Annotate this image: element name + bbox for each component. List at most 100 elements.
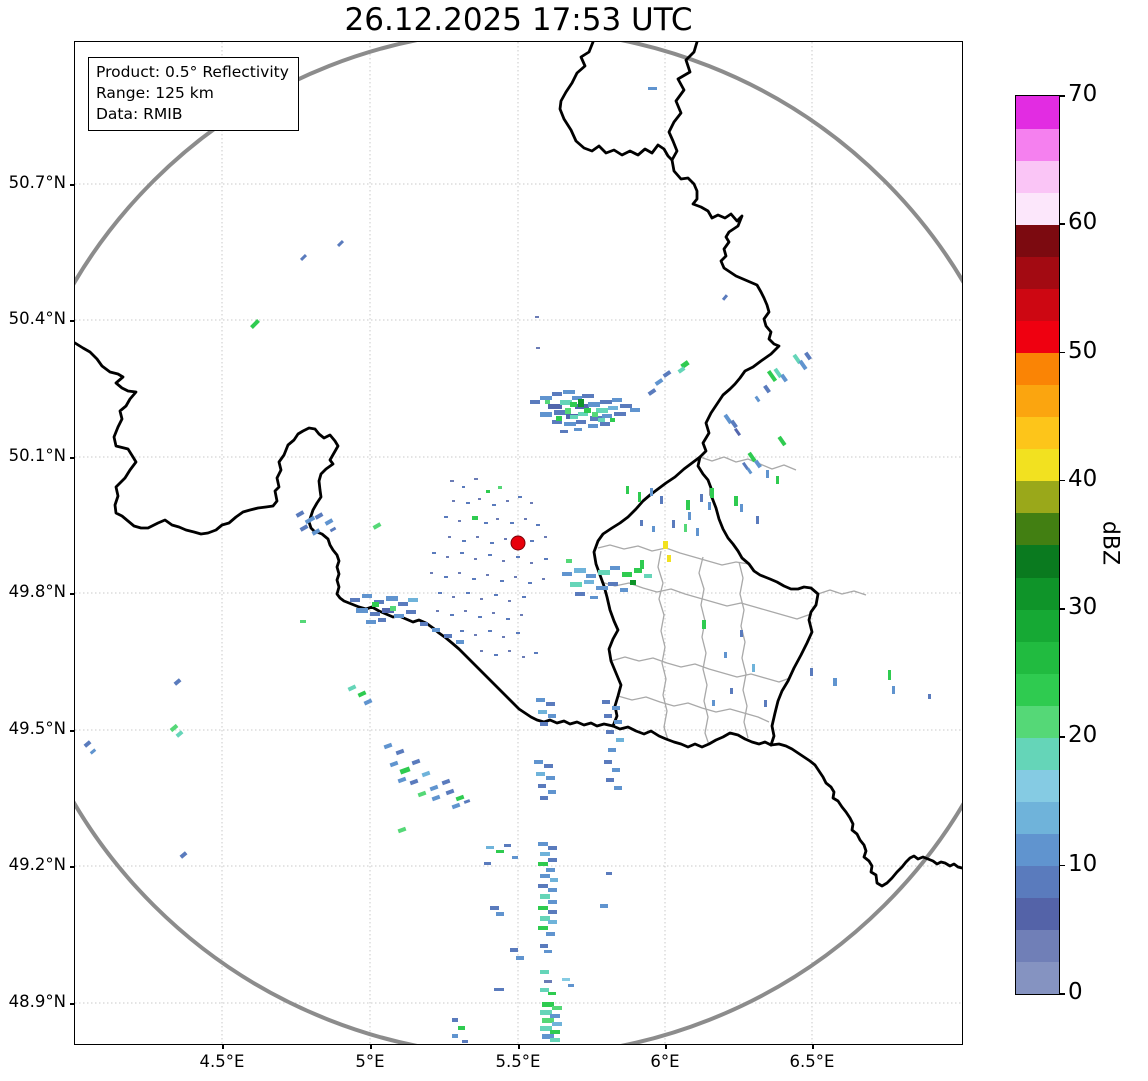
colorbar-segment bbox=[1016, 224, 1059, 257]
radar-echo bbox=[608, 406, 618, 410]
radar-echo bbox=[500, 580, 504, 582]
radar-echo bbox=[534, 652, 538, 654]
radar-echo bbox=[512, 856, 518, 859]
lon-tick-mark bbox=[812, 1044, 814, 1049]
radar-echo bbox=[833, 678, 837, 686]
colorbar bbox=[1015, 95, 1060, 995]
radar-echo bbox=[463, 799, 471, 804]
radar-echo bbox=[516, 632, 520, 634]
radar-echo bbox=[508, 600, 511, 602]
radar-echo bbox=[445, 788, 455, 796]
radar-echo bbox=[370, 612, 380, 616]
country-border bbox=[558, 42, 699, 162]
radar-echo bbox=[366, 620, 376, 624]
radar-echo bbox=[514, 576, 517, 578]
product-info-box: Product: 0.5° Reflectivity Range: 125 km… bbox=[88, 57, 299, 131]
radar-echo bbox=[524, 518, 527, 520]
radar-echo bbox=[540, 988, 549, 992]
radar-echo bbox=[546, 776, 555, 780]
radar-echo bbox=[494, 594, 498, 596]
colorbar-segment bbox=[1016, 512, 1059, 546]
radar-echo bbox=[542, 578, 545, 580]
radar-echo bbox=[347, 684, 357, 692]
radar-echo bbox=[336, 239, 345, 248]
radar-echo bbox=[730, 419, 738, 429]
radar-echo bbox=[452, 1034, 458, 1038]
radar-echo bbox=[472, 516, 478, 520]
radar-echo bbox=[299, 253, 308, 262]
radar-echo bbox=[356, 608, 368, 613]
radar-echo bbox=[544, 764, 553, 768]
radar-echo bbox=[372, 522, 382, 530]
lon-tick-label: 6.5°E bbox=[789, 1052, 835, 1071]
radar-echo bbox=[612, 768, 620, 772]
radar-echo bbox=[616, 738, 624, 742]
radar-echo bbox=[610, 418, 615, 422]
radar-echo bbox=[510, 522, 514, 524]
radar-echo bbox=[747, 451, 757, 463]
radar-echo bbox=[460, 552, 464, 554]
colorbar-tick-label: 20 bbox=[1068, 722, 1098, 749]
radar-echo bbox=[588, 402, 600, 407]
colorbar-tick-label: 30 bbox=[1068, 594, 1098, 621]
colorbar-segment bbox=[1016, 801, 1059, 835]
radar-echo bbox=[460, 630, 464, 632]
colorbar-segment bbox=[1016, 480, 1059, 514]
radar-echo bbox=[492, 504, 496, 506]
radar-echo bbox=[540, 944, 548, 948]
radar-echo bbox=[568, 984, 574, 987]
lat-tick-label: 49.8°N bbox=[8, 582, 66, 601]
radar-echo bbox=[420, 622, 428, 626]
radar-echo bbox=[614, 720, 622, 724]
colorbar-segment bbox=[1016, 673, 1059, 706]
country-border bbox=[670, 158, 781, 459]
country-border bbox=[696, 455, 820, 747]
radar-echo bbox=[724, 652, 727, 658]
radar-echo bbox=[562, 572, 572, 576]
colorbar-tick-label: 0 bbox=[1068, 979, 1083, 1005]
radar-echo bbox=[458, 572, 461, 574]
radar-echo bbox=[928, 694, 931, 699]
radar-echo bbox=[389, 760, 399, 768]
lon-tick-label: 4.5°E bbox=[199, 1052, 245, 1071]
radar-echo bbox=[538, 710, 547, 714]
lon-tick-mark bbox=[518, 1044, 520, 1049]
radar-echo bbox=[542, 1002, 554, 1007]
radar-echo bbox=[740, 630, 743, 637]
radar-echo bbox=[538, 906, 548, 910]
region-border bbox=[738, 561, 749, 739]
radar-echo bbox=[452, 596, 455, 598]
radar-echo bbox=[552, 1006, 562, 1010]
lat-tick-label: 49.2°N bbox=[8, 855, 66, 874]
radar-echo bbox=[438, 592, 442, 594]
radar-echo bbox=[654, 378, 664, 386]
radar-echo bbox=[630, 408, 640, 412]
radar-echo bbox=[730, 688, 733, 694]
radar-echo bbox=[650, 488, 653, 496]
radar-echo bbox=[486, 846, 494, 849]
radar-echo bbox=[545, 400, 550, 404]
colorbar-segment bbox=[1016, 160, 1059, 193]
radar-echo bbox=[399, 766, 411, 775]
radar-echo bbox=[536, 698, 545, 702]
colorbar-tick-label: 10 bbox=[1068, 850, 1098, 877]
radar-echo bbox=[83, 740, 92, 748]
colorbar-segment bbox=[1016, 352, 1059, 386]
radar-echo bbox=[622, 572, 632, 577]
radar-echo bbox=[530, 540, 534, 542]
radar-echo bbox=[592, 412, 598, 417]
radar-echo bbox=[548, 900, 557, 904]
radar-echo bbox=[548, 846, 557, 850]
radar-echo bbox=[390, 606, 396, 611]
colorbar-tick-mark bbox=[1059, 993, 1065, 995]
radar-echo bbox=[606, 730, 614, 734]
radar-echo bbox=[575, 592, 585, 596]
radar-echo bbox=[741, 461, 750, 471]
radar-echo bbox=[492, 612, 495, 614]
info-range-line: Range: 125 km bbox=[96, 84, 214, 102]
region-border bbox=[698, 556, 710, 746]
radar-echo bbox=[540, 874, 550, 878]
radar-echo bbox=[494, 988, 504, 991]
radar-echo bbox=[494, 654, 498, 656]
